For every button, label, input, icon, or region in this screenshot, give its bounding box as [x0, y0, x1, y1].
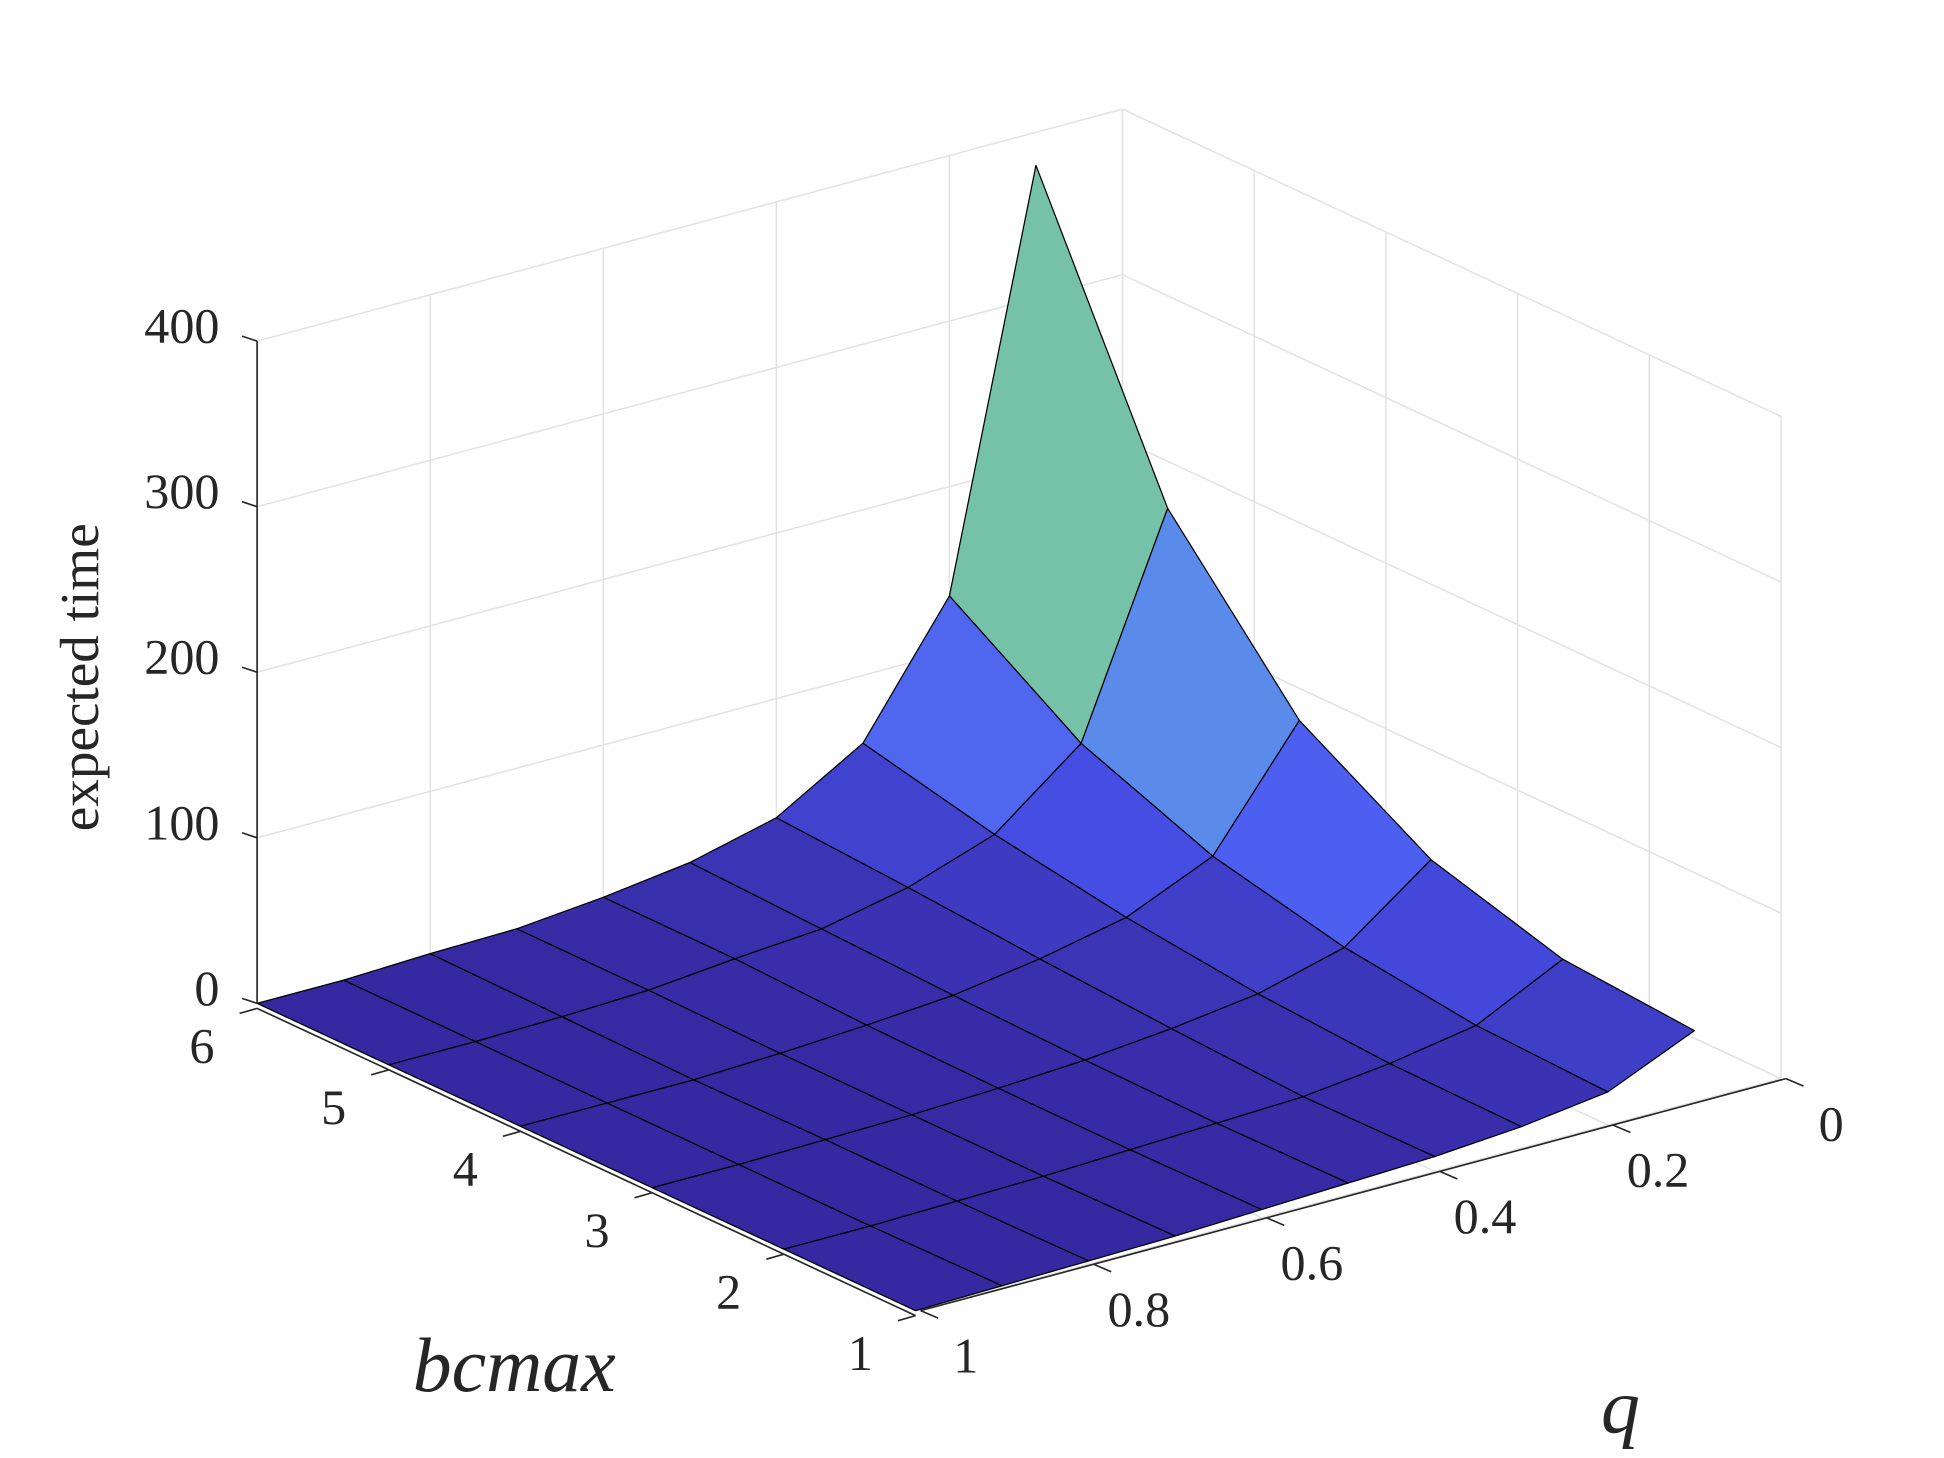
- y-tick: [634, 1191, 653, 1199]
- y-tick-label: 6: [189, 1018, 214, 1074]
- x-tick-label: 0.6: [1281, 1235, 1344, 1291]
- y-tick-label: 5: [321, 1079, 346, 1135]
- x-axis-label: q: [1601, 1364, 1640, 1450]
- y-tick: [502, 1130, 521, 1138]
- z-tick-label: 400: [144, 298, 219, 354]
- grid-line: [1122, 108, 1782, 418]
- z-tick: [241, 832, 258, 839]
- z-tick-label: 200: [144, 629, 219, 685]
- x-axis-line: [920, 1077, 1787, 1312]
- y-tick: [371, 1069, 390, 1076]
- x-tick: [1439, 1170, 1458, 1180]
- x-tick-label: 0.2: [1627, 1142, 1690, 1198]
- x-tick: [920, 1309, 939, 1319]
- x-tick-label: 1: [953, 1327, 978, 1383]
- x-tick-label: 0: [1819, 1095, 1844, 1151]
- y-tick: [766, 1253, 785, 1260]
- y-tick: [239, 1007, 258, 1015]
- z-tick: [241, 500, 258, 508]
- z-tick: [241, 666, 258, 674]
- grid-line: [1122, 439, 1782, 749]
- x-tick: [1612, 1124, 1631, 1134]
- y-tick: [897, 1314, 916, 1322]
- x-tick: [1785, 1077, 1804, 1087]
- y-tick-label: 2: [716, 1263, 741, 1319]
- x-tick: [1093, 1263, 1112, 1273]
- grid-line: [256, 108, 1123, 342]
- z-tick: [241, 335, 258, 342]
- y-tick-label: 3: [584, 1202, 609, 1258]
- z-axis-label: expected time: [49, 523, 110, 831]
- y-axis-label: bcmax: [413, 1322, 616, 1408]
- x-tick-label: 0.8: [1107, 1281, 1170, 1337]
- surface-patch: [783, 1225, 1003, 1312]
- z-tick: [241, 997, 258, 1005]
- grid-line: [915, 1077, 1782, 1312]
- grid-line: [256, 273, 1123, 508]
- y-tick-label: 4: [453, 1140, 478, 1196]
- y-tick-label: 1: [848, 1325, 873, 1381]
- z-tick-label: 300: [144, 463, 219, 519]
- x-tick-label: 0.4: [1454, 1188, 1517, 1244]
- z-tick-label: 0: [194, 960, 219, 1016]
- y-axis-line: [256, 1007, 916, 1317]
- grid-line: [1122, 273, 1782, 583]
- z-tick-label: 100: [144, 794, 219, 850]
- x-tick: [1266, 1217, 1285, 1227]
